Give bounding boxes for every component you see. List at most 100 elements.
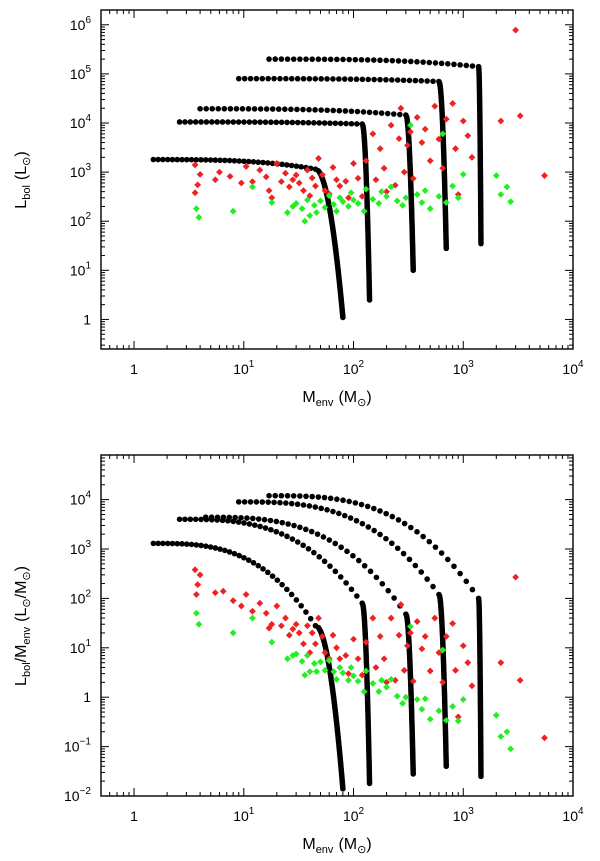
- red-point: [431, 102, 439, 110]
- track-dot: [340, 497, 346, 504]
- track-dot: [385, 587, 392, 594]
- green-point: [310, 201, 318, 209]
- green-point: [339, 669, 347, 677]
- green-point: [249, 614, 256, 622]
- green-point: [407, 623, 414, 630]
- track-dot: [272, 492, 279, 499]
- evolution-track-1: [150, 540, 346, 792]
- track-dot: [150, 156, 157, 163]
- track-dot: [424, 576, 430, 582]
- red-point: [345, 670, 352, 678]
- evolution-track-3: [202, 514, 417, 777]
- track-dot: [283, 500, 289, 506]
- red-point: [237, 179, 245, 187]
- track-dot: [176, 119, 183, 125]
- track-dot: [426, 59, 433, 66]
- green-point: [292, 650, 300, 658]
- red-point: [321, 649, 329, 656]
- green-point: [330, 201, 338, 208]
- track-dot: [340, 56, 346, 63]
- red-point: [273, 602, 281, 610]
- green-point: [317, 658, 324, 666]
- track-dot: [337, 120, 344, 127]
- red-point: [262, 609, 270, 617]
- green-point: [497, 191, 505, 198]
- y-tick-label: 102: [70, 211, 92, 229]
- track-dot: [338, 544, 344, 551]
- green-point: [284, 655, 291, 663]
- track-dot: [263, 106, 270, 112]
- track-dot: [430, 78, 436, 85]
- y-tick-label: 104: [70, 113, 92, 131]
- track-dot: [346, 56, 352, 63]
- track-dot: [231, 157, 238, 164]
- red-point: [262, 173, 270, 181]
- track-dot: [354, 593, 360, 599]
- track-dot: [214, 514, 221, 521]
- track-dot: [267, 517, 274, 524]
- track-dot: [406, 556, 413, 563]
- track-dot: [198, 516, 204, 523]
- track-dot: [438, 60, 445, 67]
- track-dot: [318, 76, 324, 82]
- track-dot: [278, 119, 285, 126]
- y-tick-label: 1: [83, 689, 91, 705]
- track-dot: [432, 60, 439, 66]
- track-dot: [300, 542, 306, 549]
- track-dot: [463, 62, 470, 69]
- y-tick-label: 106: [70, 15, 92, 33]
- green-point: [362, 185, 370, 193]
- green-point: [497, 733, 505, 740]
- green-point: [192, 205, 200, 213]
- green-point: [306, 668, 314, 675]
- track-dot: [303, 56, 309, 62]
- track-dot: [343, 120, 349, 127]
- track-dot: [182, 119, 188, 125]
- track-dot: [238, 514, 244, 521]
- track-dot: [259, 499, 266, 505]
- red-point: [336, 655, 344, 663]
- track-dot: [309, 56, 316, 62]
- red-point: [237, 602, 245, 610]
- red-point: [216, 168, 223, 176]
- red-point: [308, 174, 316, 182]
- track-dot: [220, 514, 227, 521]
- red-point: [315, 614, 322, 622]
- track-dot: [371, 76, 377, 83]
- track-dot: [300, 106, 306, 113]
- track-dot: [360, 109, 367, 115]
- track-dot: [176, 516, 183, 523]
- red-point: [516, 676, 524, 684]
- track-dot: [193, 542, 200, 548]
- red-point: [336, 182, 344, 190]
- track-dot: [277, 75, 283, 82]
- track-dot: [246, 119, 253, 125]
- track-dot: [312, 107, 318, 113]
- track-dot: [443, 763, 450, 770]
- green-point: [387, 675, 395, 683]
- track-dot: [457, 570, 463, 577]
- track-dot: [379, 581, 386, 587]
- track-dot: [207, 157, 214, 163]
- evolution-track-4: [235, 499, 450, 770]
- track-dot: [389, 513, 396, 520]
- red-point: [354, 174, 362, 182]
- track-dot: [209, 105, 216, 112]
- y-tick-label: 103: [70, 539, 92, 557]
- track-dot: [293, 163, 300, 169]
- green-point: [350, 672, 357, 680]
- track-dot: [261, 516, 268, 523]
- track-dot: [274, 577, 281, 583]
- track-dot: [150, 540, 157, 547]
- track-dot: [203, 119, 210, 125]
- track-dot: [308, 528, 315, 535]
- track-dot: [187, 516, 194, 523]
- x-tick-label: 1: [130, 361, 138, 377]
- green-point: [383, 193, 390, 200]
- red-point: [459, 642, 467, 650]
- track-dot: [294, 106, 300, 113]
- track-dot: [311, 549, 317, 556]
- track-dot: [262, 525, 269, 531]
- bottom-source-points: [191, 566, 548, 753]
- red-point: [362, 157, 370, 165]
